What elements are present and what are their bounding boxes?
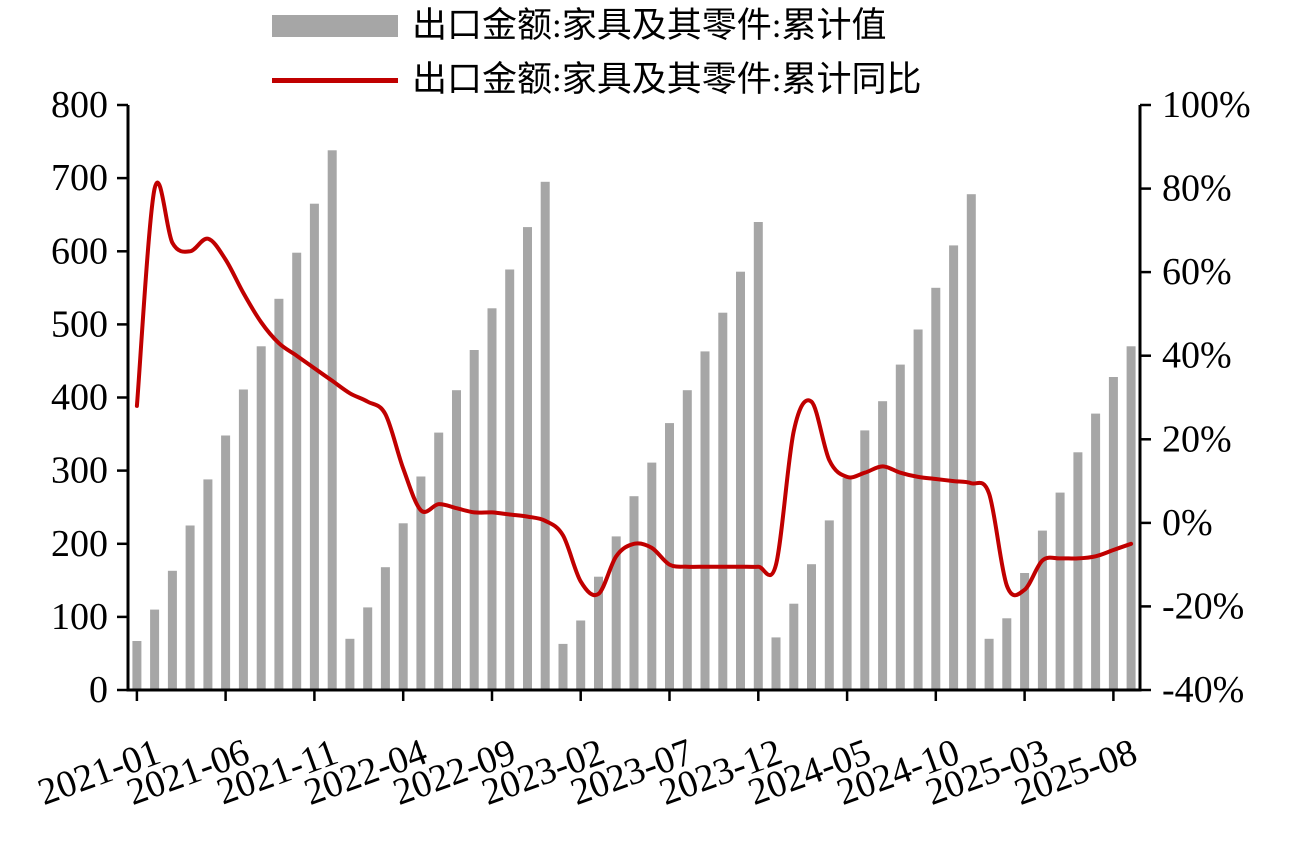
right-axis-tick-label: 60% bbox=[1162, 251, 1232, 293]
bar bbox=[469, 350, 479, 690]
line-series-swatch bbox=[272, 77, 398, 83]
right-axis-tick-label: 0% bbox=[1162, 502, 1213, 544]
bar bbox=[984, 638, 994, 690]
bar bbox=[416, 476, 426, 690]
line-series-label: 出口金额:家具及其零件:累计同比 bbox=[412, 60, 922, 99]
bar bbox=[523, 227, 532, 690]
bar bbox=[203, 479, 213, 690]
bar bbox=[647, 462, 657, 690]
bar bbox=[966, 194, 976, 690]
legend-item-bar-series: 出口金额:家具及其零件:累计值 bbox=[272, 6, 921, 46]
bar bbox=[398, 523, 408, 690]
bar bbox=[576, 620, 586, 690]
bar bbox=[132, 641, 142, 690]
bar bbox=[895, 364, 905, 690]
bar bbox=[878, 401, 888, 690]
bar bbox=[309, 203, 319, 690]
bar bbox=[611, 536, 621, 690]
legend-item-line-series: 出口金额:家具及其零件:累计同比 bbox=[272, 60, 921, 100]
bar bbox=[682, 390, 692, 690]
right-axis-tick-label: 20% bbox=[1162, 418, 1232, 460]
bar bbox=[238, 389, 248, 690]
bar bbox=[1020, 573, 1030, 690]
right-axis-tick-label: -40% bbox=[1162, 669, 1244, 711]
bar-series-label: 出口金额:家具及其零件:累计值 bbox=[412, 6, 887, 45]
right-axis-tick-label: 40% bbox=[1162, 335, 1232, 377]
bar bbox=[167, 570, 177, 690]
bar bbox=[1055, 492, 1065, 690]
bar bbox=[1073, 452, 1083, 690]
bar bbox=[150, 609, 160, 690]
bar bbox=[434, 432, 444, 690]
bar bbox=[824, 520, 834, 690]
bar bbox=[842, 477, 852, 690]
left-axis-tick-label: 0 bbox=[89, 669, 108, 711]
right-axis-tick-label: 80% bbox=[1162, 168, 1232, 210]
bar bbox=[380, 567, 390, 691]
bar bbox=[753, 222, 763, 690]
bar bbox=[292, 252, 302, 690]
yoy-line bbox=[134, 180, 1134, 598]
bar bbox=[256, 346, 266, 690]
bar bbox=[452, 390, 461, 690]
bar bbox=[665, 423, 674, 690]
bar bbox=[700, 351, 710, 690]
bar bbox=[505, 269, 515, 690]
bar bbox=[540, 181, 550, 691]
bar bbox=[594, 576, 603, 690]
bar bbox=[913, 329, 923, 690]
bar bbox=[1108, 377, 1118, 690]
bar bbox=[1002, 618, 1012, 690]
bar bbox=[274, 298, 284, 690]
left-axis-tick-label: 300 bbox=[51, 450, 108, 492]
right-axis-tick-label: 100% bbox=[1162, 84, 1251, 126]
bar bbox=[736, 271, 745, 690]
bar bbox=[327, 150, 337, 691]
left-axis-tick-label: 700 bbox=[51, 157, 108, 199]
left-axis-tick-label: 600 bbox=[51, 230, 108, 272]
bar bbox=[860, 430, 870, 690]
bar bbox=[1037, 530, 1047, 690]
left-axis-tick-label: 800 bbox=[51, 84, 108, 126]
bar bbox=[789, 603, 799, 690]
bar bbox=[1126, 346, 1136, 690]
bar bbox=[629, 496, 639, 690]
bar bbox=[185, 525, 195, 690]
bar bbox=[487, 308, 497, 690]
bar bbox=[718, 312, 728, 690]
bar bbox=[221, 435, 231, 690]
left-axis-tick-label: 400 bbox=[51, 377, 108, 419]
bar bbox=[771, 637, 781, 690]
bar bbox=[1091, 413, 1101, 690]
bar bbox=[931, 287, 941, 690]
bar bbox=[558, 643, 568, 690]
bar bbox=[363, 607, 373, 690]
bar-series-swatch bbox=[272, 15, 398, 37]
bar bbox=[949, 245, 959, 690]
left-axis-tick-label: 500 bbox=[51, 303, 108, 345]
right-axis-tick-label: -20% bbox=[1162, 585, 1244, 627]
chart-legend: 出口金额:家具及其零件:累计值 出口金额:家具及其零件:累计同比 bbox=[272, 6, 921, 100]
left-axis-tick-label: 200 bbox=[51, 523, 108, 565]
left-axis-tick-label: 100 bbox=[51, 596, 108, 638]
bar bbox=[807, 564, 816, 690]
bar bbox=[345, 638, 355, 690]
